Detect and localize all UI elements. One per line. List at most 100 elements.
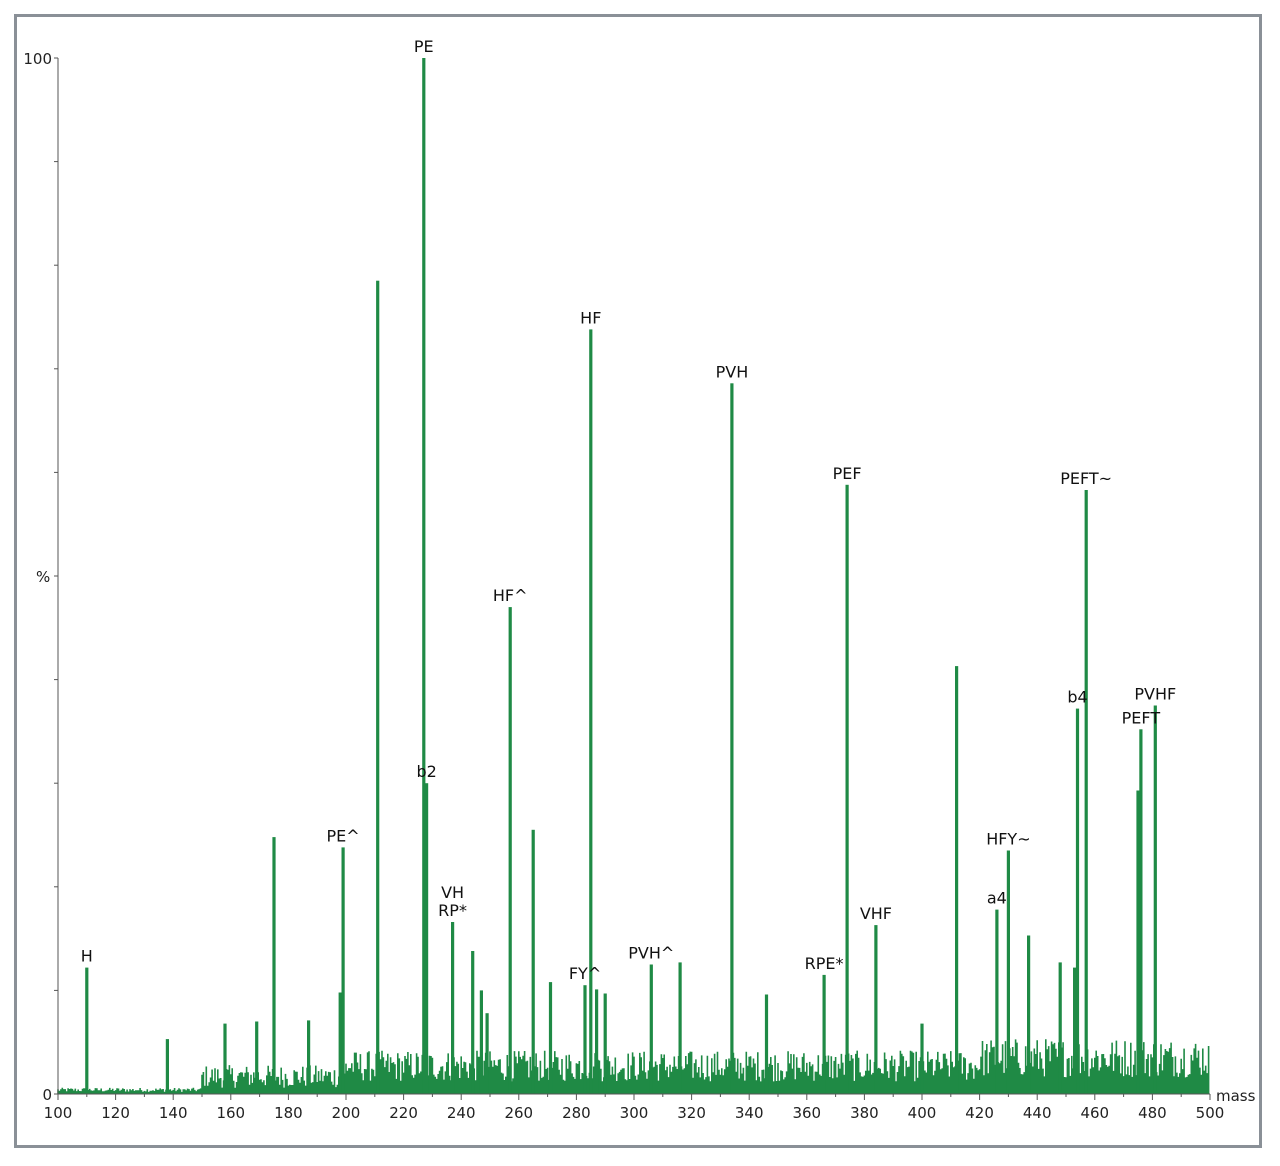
peak-label: PE^: [327, 826, 360, 845]
peak-bar: [1058, 962, 1062, 1094]
peak-bar: [165, 1039, 169, 1094]
peak-label-line: HF^: [493, 586, 528, 605]
peak-label: a4: [987, 889, 1007, 908]
peak-label-line: VH: [441, 883, 464, 902]
peak-bar: [649, 964, 653, 1094]
peak-label-line: b2: [416, 762, 436, 781]
peak-bar: [822, 974, 826, 1094]
x-tick-label: 340: [735, 1104, 764, 1122]
x-tick-label: 380: [850, 1104, 879, 1122]
peak-label: VHF: [860, 904, 892, 923]
peak-label: FY^: [569, 964, 601, 983]
x-tick-label: 420: [965, 1104, 994, 1122]
peak-bar: [425, 783, 429, 1094]
x-tick-label: 260: [504, 1104, 533, 1122]
peak-bar: [479, 990, 483, 1094]
peak-bar: [874, 925, 878, 1094]
peak-label-line: FY^: [569, 964, 601, 983]
peak-label: PEF: [833, 464, 862, 483]
peak-label-line: H: [81, 947, 93, 966]
x-tick-label: 300: [620, 1104, 649, 1122]
peak-label-line: PEF: [833, 464, 862, 483]
peak-label-line: PVH^: [628, 944, 674, 963]
noise-bars: [57, 1039, 1210, 1094]
peak-bar: [995, 909, 999, 1094]
peak-label-line: a4: [987, 889, 1007, 908]
peak-bar: [730, 383, 734, 1094]
x-tick-label: 440: [1023, 1104, 1052, 1122]
peak-bar: [845, 484, 849, 1094]
y-tick-label: 100: [23, 50, 52, 68]
peak-label-line: PEFT~: [1060, 469, 1112, 488]
peak-label-line: PE: [414, 37, 434, 56]
axes: 100 120 140 160 180 200 220 240 260 280 300 320 340 3…: [23, 50, 1224, 1122]
peak-label: PE: [414, 37, 434, 56]
x-tick-label: 500: [1196, 1104, 1225, 1122]
peak-bar: [595, 989, 599, 1094]
x-tick-label: 100: [44, 1104, 73, 1122]
peak-label-line: b4: [1067, 688, 1087, 707]
chart-frame: [14, 14, 1262, 1148]
peak-label-line: RPE*: [805, 954, 844, 973]
peak-label: PEFT: [1122, 708, 1161, 727]
peak-label: H: [81, 947, 93, 966]
peak-bar: [1139, 729, 1143, 1094]
peak-bar: [1075, 708, 1080, 1094]
x-axis-label: mass: [1216, 1087, 1256, 1105]
peak-label: b2: [416, 762, 436, 781]
x-tick-label: 360: [792, 1104, 821, 1122]
peak-label-line: PEFT: [1122, 708, 1161, 727]
peak-bar: [603, 993, 607, 1094]
x-tick-label: 240: [447, 1104, 476, 1122]
peak-label-line: PVHF: [1134, 685, 1176, 704]
peak-bar: [531, 829, 535, 1094]
peaks: [85, 58, 1157, 1094]
peak-label: PVHF: [1134, 685, 1176, 704]
peak-bar: [678, 962, 682, 1094]
peak-bar: [338, 992, 342, 1094]
peak-label: PVH^: [628, 944, 674, 963]
x-tick-label: 120: [101, 1104, 130, 1122]
peak-label: HF: [580, 308, 601, 327]
peak-bar: [1027, 935, 1031, 1094]
x-tick-label: 480: [1138, 1104, 1167, 1122]
peak-label-line: VHF: [860, 904, 892, 923]
peak-bar: [583, 985, 587, 1094]
peak-bar: [1006, 850, 1010, 1094]
peak-bar: [307, 1020, 311, 1094]
x-tick-label: 460: [1080, 1104, 1109, 1122]
x-tick-label: 140: [159, 1104, 188, 1122]
peak-label-line: RP*: [438, 901, 467, 920]
peak-label: HFY~: [986, 830, 1030, 849]
peak-label: PVH: [716, 362, 749, 381]
x-tick-label: 180: [274, 1104, 303, 1122]
peak-bar: [471, 951, 475, 1094]
peak-bar: [764, 994, 769, 1094]
x-tick-label: 160: [216, 1104, 245, 1122]
peak-label: VH RP*: [438, 883, 467, 920]
peak-label-line: HFY~: [986, 830, 1030, 849]
peak-bar: [955, 666, 959, 1094]
peak-bar: [223, 1023, 227, 1094]
peak-bar: [422, 58, 426, 1094]
peak-bar: [1136, 790, 1140, 1094]
peak-label: b4: [1067, 688, 1087, 707]
peak-bar: [376, 280, 380, 1094]
peak-label-line: PE^: [327, 826, 360, 845]
peak-bar: [451, 922, 455, 1094]
peak-bar: [1153, 705, 1157, 1094]
peak-bar: [341, 847, 345, 1094]
y-tick-label: 0: [42, 1086, 52, 1104]
peak-bar: [485, 1013, 489, 1094]
peak-bar: [1073, 967, 1077, 1094]
x-tick-label: 280: [562, 1104, 591, 1122]
peak-bar: [255, 1021, 259, 1094]
peak-bar: [1084, 490, 1088, 1094]
x-tick-label: 320: [677, 1104, 706, 1122]
peak-label-line: PVH: [716, 362, 749, 381]
peak-bar: [589, 329, 593, 1094]
peak-bar: [508, 607, 512, 1094]
peak-bar: [272, 837, 276, 1094]
x-tick-label: 400: [908, 1104, 937, 1122]
